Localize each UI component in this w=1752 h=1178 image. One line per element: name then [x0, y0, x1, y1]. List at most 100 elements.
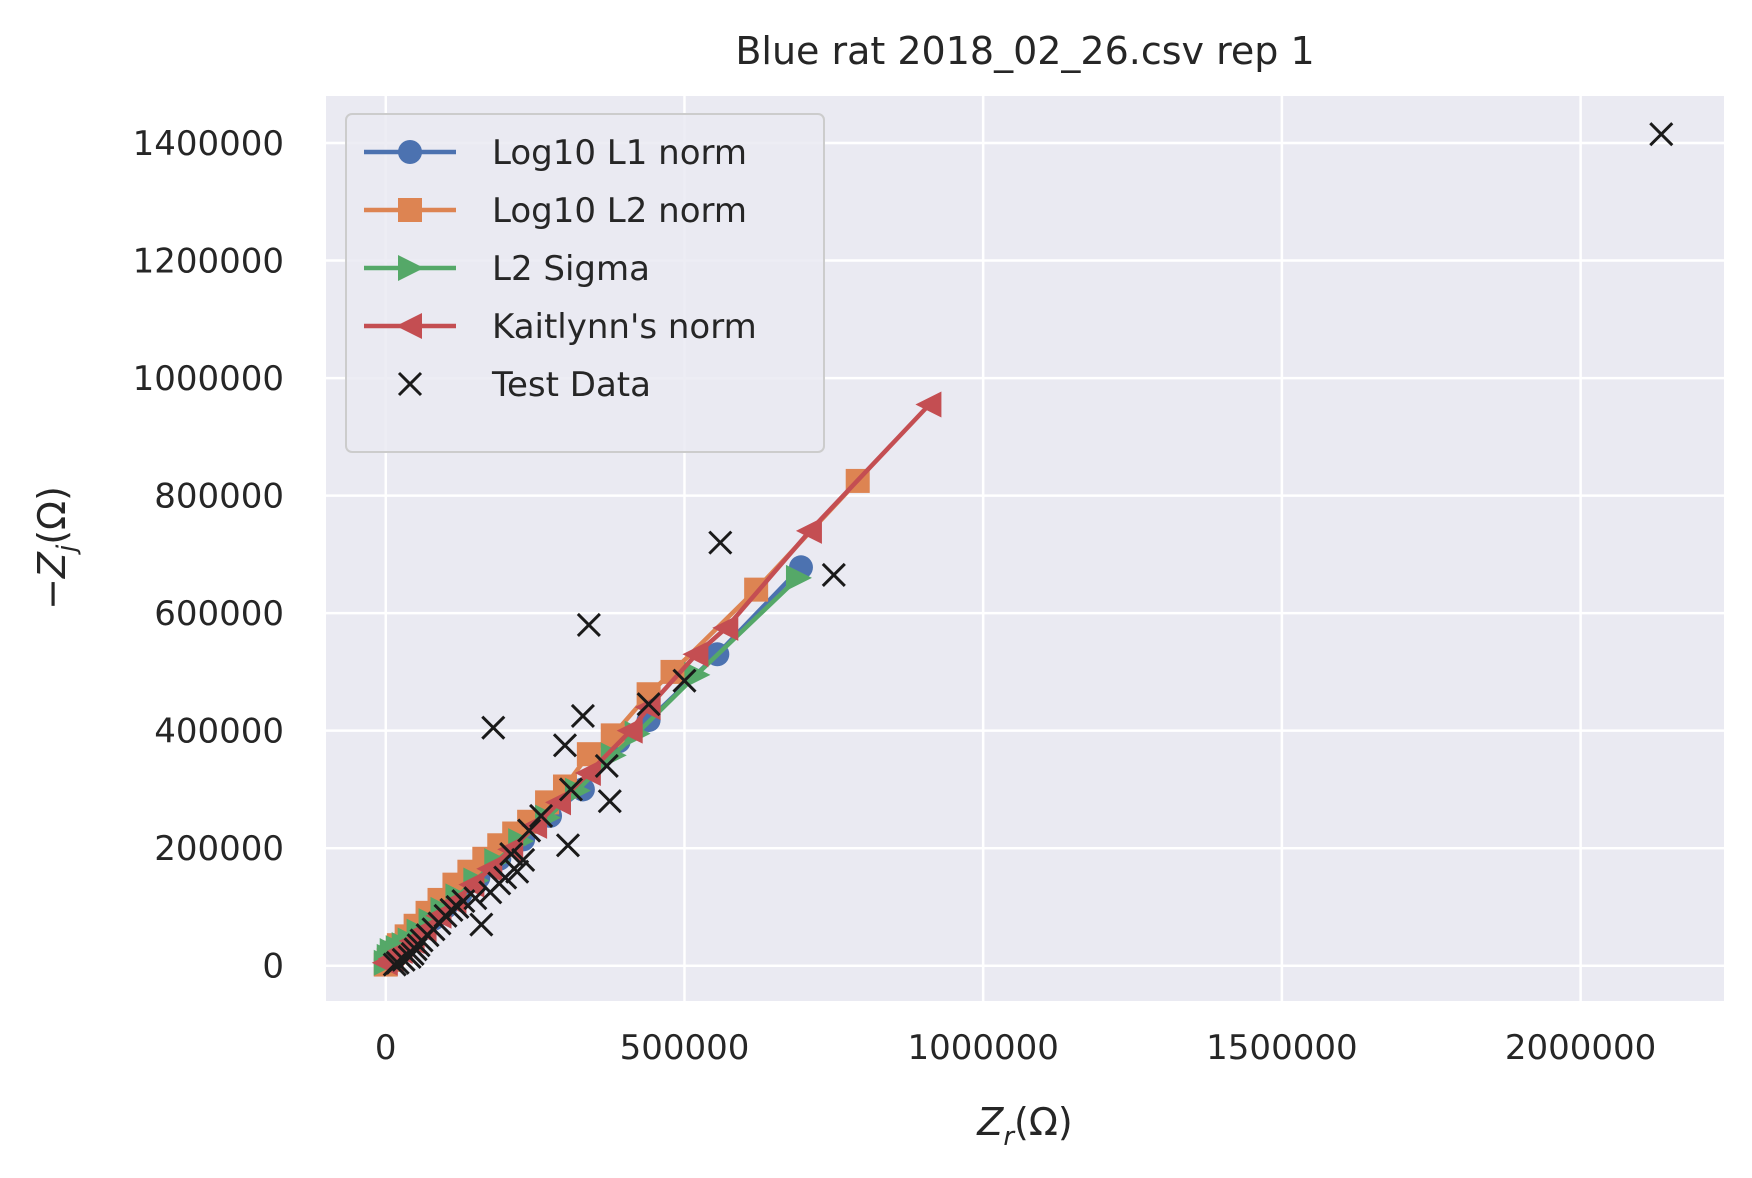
- x-marker-stroke: [505, 859, 530, 884]
- x-marker-stroke: [499, 842, 524, 867]
- data-point-test-data: [505, 859, 530, 884]
- y-axis-title-suffix: (Ω): [30, 486, 74, 545]
- x-tick-label: 2000000: [1505, 1028, 1656, 1068]
- data-point-test-data: [576, 612, 601, 637]
- y-tick-label: 400000: [154, 712, 284, 752]
- legend-label: Log10 L2 norm: [492, 191, 747, 231]
- series-test-data: [382, 122, 1674, 977]
- data-point-kaitlynn-s-norm: [497, 836, 524, 863]
- legend-item-kaitlynn-s-norm: Kaitlynn's norm: [364, 307, 757, 347]
- y-axis-title-sub: j: [52, 544, 82, 555]
- legend-label: L2 Sigma: [492, 249, 650, 289]
- data-point-test-data: [481, 715, 506, 740]
- x-axis-title-prefix: Z: [976, 1100, 1004, 1144]
- data-point-test-data: [672, 668, 697, 693]
- y-tick-label: 0: [262, 947, 284, 987]
- y-tick-label: 200000: [154, 829, 284, 869]
- legend: Log10 L1 norm Log10 L2 norm L2 Sigma Kaitly…: [345, 113, 825, 453]
- data-point-test-data: [517, 818, 542, 843]
- series-layer: [371, 122, 1674, 977]
- grid-layer: [326, 96, 1724, 1001]
- x-marker-stroke: [597, 789, 622, 814]
- legend-marker: [398, 140, 422, 164]
- legend-marker: [397, 371, 423, 397]
- data-point-test-data: [397, 944, 422, 969]
- data-point-kaitlynn-s-norm: [915, 391, 942, 418]
- y-tick-label: 600000: [154, 594, 284, 634]
- x-marker-stroke: [397, 944, 422, 969]
- data-point-l2-sigma: [684, 661, 711, 688]
- data-point-test-data: [558, 777, 584, 802]
- data-point-test-data: [552, 733, 578, 758]
- data-point-kaitlynn-s-norm: [574, 759, 601, 786]
- y-tick-label: 1400000: [133, 124, 284, 164]
- x-marker-stroke: [570, 703, 595, 729]
- x-marker-stroke: [672, 668, 697, 693]
- y-axis-title: −Zj(Ω): [30, 486, 82, 610]
- data-point-kaitlynn-s-norm: [476, 855, 503, 882]
- x-marker-stroke: [636, 692, 661, 717]
- data-point-test-data: [570, 703, 595, 729]
- data-point-kaitlynn-s-norm: [425, 902, 452, 929]
- data-point-test-data: [555, 833, 581, 858]
- x-marker-stroke: [439, 897, 464, 922]
- legend-item-l2-sigma: L2 Sigma: [364, 249, 650, 289]
- data-point-test-data: [451, 889, 476, 914]
- x-marker-stroke: [594, 753, 619, 778]
- x-marker-stroke: [529, 803, 554, 828]
- legend-box: [345, 113, 825, 453]
- legend-marker: [398, 255, 424, 281]
- x-axis-title-suffix: (Ω): [1014, 1100, 1073, 1144]
- legend-item-log10-l1-norm: Log10 L1 norm: [364, 133, 747, 173]
- legend-label: Log10 L1 norm: [492, 133, 747, 173]
- x-marker-stroke: [478, 880, 503, 905]
- y-tick-label: 1000000: [133, 359, 284, 399]
- legend-item-test-data: Test Data: [397, 365, 651, 405]
- x-tick-label: 500000: [620, 1028, 750, 1068]
- data-point-test-data: [469, 912, 494, 937]
- x-marker-stroke: [382, 952, 407, 977]
- data-point-kaitlynn-s-norm: [795, 517, 822, 544]
- y-tick-label: 1200000: [133, 242, 284, 282]
- data-point-test-data: [821, 562, 846, 588]
- legend-label: Kaitlynn's norm: [492, 307, 757, 347]
- data-point-test-data: [594, 753, 619, 778]
- ticks-layer: 0 500000 1000000 1500000 2000000 0 200000 40000…: [133, 124, 1657, 1068]
- data-point-test-data: [382, 952, 407, 977]
- x-marker-stroke: [481, 715, 506, 740]
- x-marker-stroke: [555, 833, 581, 858]
- data-point-test-data: [1649, 122, 1674, 147]
- x-marker-stroke: [1649, 122, 1674, 147]
- data-point-test-data: [499, 842, 524, 867]
- legend-marker: [398, 198, 422, 222]
- x-tick-label: 1000000: [907, 1028, 1058, 1068]
- x-marker-stroke: [708, 530, 733, 555]
- x-tick-label: 0: [375, 1028, 397, 1068]
- x-marker-stroke: [821, 562, 846, 588]
- data-point-test-data: [529, 803, 554, 828]
- data-point-test-data: [708, 530, 733, 555]
- legend-item-log10-l2-norm: Log10 L2 norm: [364, 191, 747, 231]
- y-tick-label: 800000: [154, 477, 284, 517]
- data-point-test-data: [597, 789, 622, 814]
- chart-title: Blue rat 2018_02_26.csv rep 1: [735, 29, 1314, 73]
- x-marker-stroke: [451, 889, 476, 914]
- data-point-test-data: [439, 897, 464, 922]
- data-point-kaitlynn-s-norm: [682, 641, 709, 668]
- data-point-kaitlynn-s-norm: [458, 871, 485, 898]
- x-axis-title-sub: r: [1003, 1122, 1016, 1152]
- x-axis-title: Zr(Ω): [976, 1100, 1072, 1152]
- x-marker-stroke: [397, 371, 423, 397]
- data-point-test-data: [478, 880, 503, 905]
- x-marker-stroke: [576, 612, 601, 637]
- x-marker-stroke: [469, 912, 494, 937]
- x-marker-stroke: [558, 777, 584, 802]
- data-point-l2-sigma: [600, 742, 627, 769]
- data-point-l2-sigma: [564, 777, 591, 804]
- legend-marker: [396, 313, 422, 339]
- data-point-test-data: [636, 692, 661, 717]
- data-point-kaitlynn-s-norm: [616, 717, 643, 744]
- data-point-kaitlynn-s-norm: [712, 614, 739, 641]
